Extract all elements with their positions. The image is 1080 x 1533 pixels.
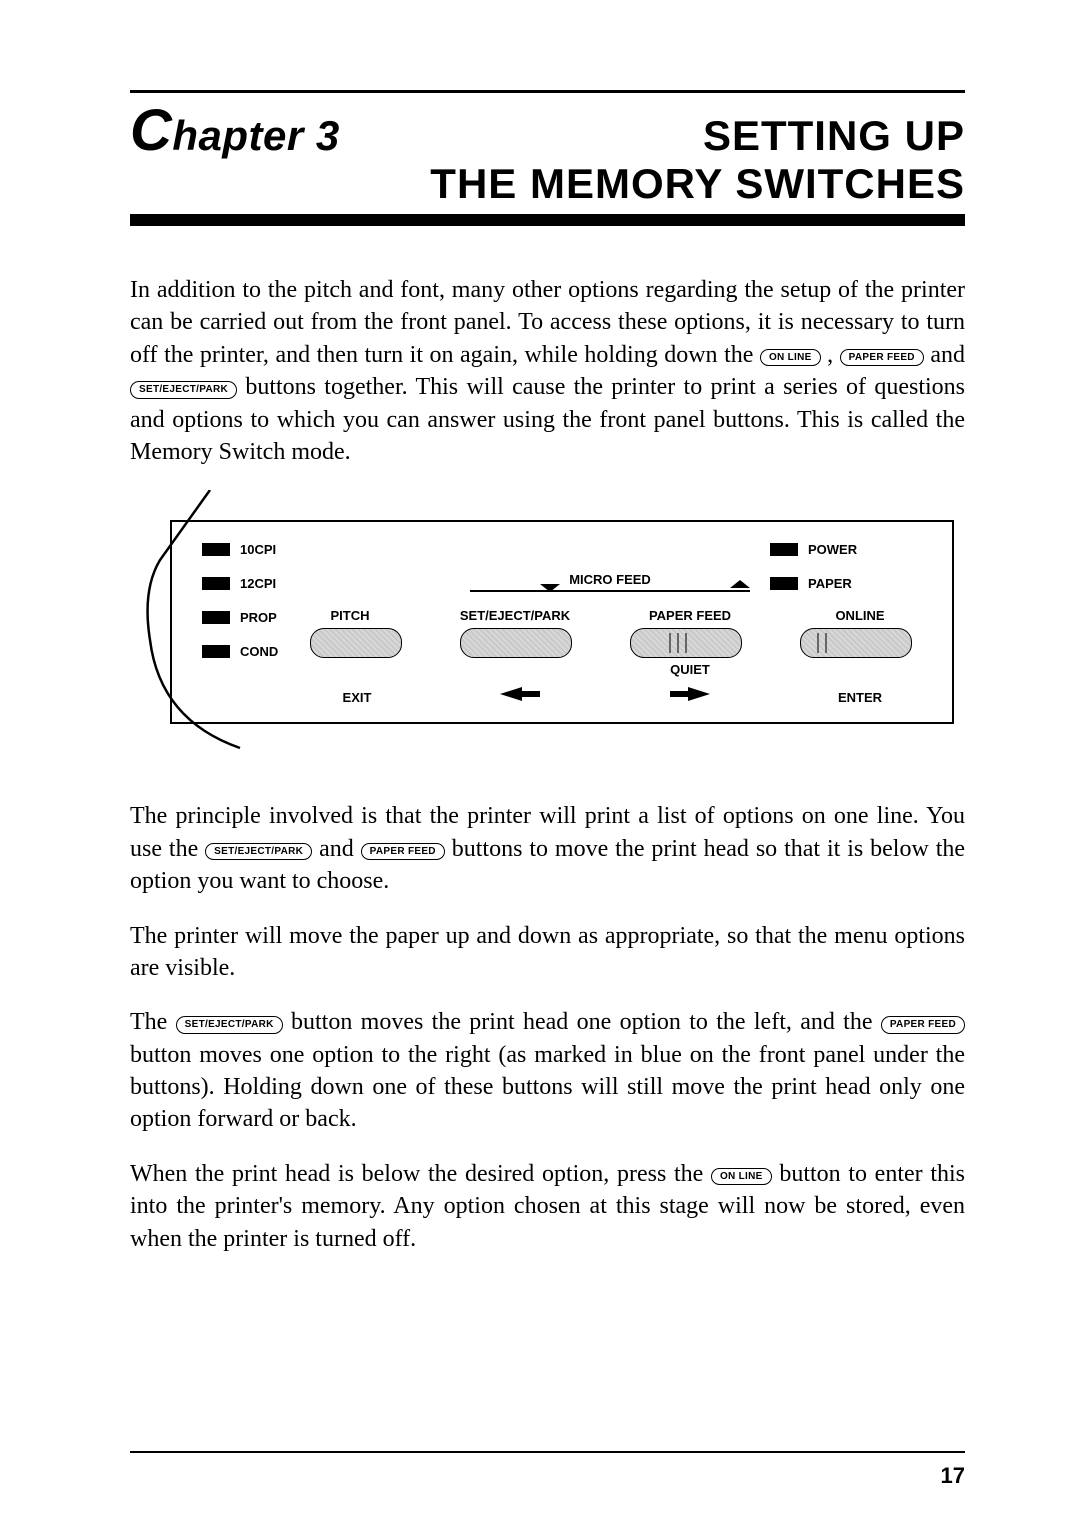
led-icon xyxy=(770,577,798,590)
microfeed-arrow-up xyxy=(730,580,750,588)
panel-button-pitch xyxy=(310,628,402,658)
led-paper: PAPER xyxy=(770,576,852,591)
para4-seg-a: The xyxy=(130,1009,176,1035)
para1-seg-d: buttons together. This will cause the pr… xyxy=(130,374,965,465)
paragraph-1: In addition to the pitch and font, many … xyxy=(130,274,965,468)
page-number: 17 xyxy=(941,1463,965,1489)
title-line2: THE MEMORY SWITCHES xyxy=(130,160,965,208)
panel-button-online xyxy=(800,628,912,658)
label-quiet: QUIET xyxy=(660,662,720,677)
paragraph-5: When the print head is below the desired… xyxy=(130,1158,965,1255)
paragraph-3: The printer will move the paper up and d… xyxy=(130,920,965,985)
label-microfeed: MICRO FEED xyxy=(560,572,660,587)
front-panel-diagram: 10CPI 12CPI PROP COND POWER PAPER MICRO … xyxy=(130,490,960,760)
panel-button-seteject xyxy=(460,628,572,658)
button-label-seteject: SET/EJECT/PARK xyxy=(130,381,237,399)
button-label-online: ON LINE xyxy=(711,1168,772,1186)
button-label-paperfeed: PAPER FEED xyxy=(361,843,445,861)
chapter-big-initial: C xyxy=(130,98,172,163)
label-exit: EXIT xyxy=(332,690,382,705)
button-label-seteject: SET/EJECT/PARK xyxy=(205,843,312,861)
led-label-12cpi: 12CPI xyxy=(240,576,276,591)
led-icon xyxy=(202,611,230,624)
button-label-paperfeed: PAPER FEED xyxy=(881,1016,965,1034)
label-pitch: PITCH xyxy=(320,608,380,623)
para2-seg-b: and xyxy=(319,836,361,862)
arrow-right-tail xyxy=(670,691,688,697)
button-label-online: ON LINE xyxy=(760,349,821,367)
microfeed-bar xyxy=(470,590,750,592)
body-text-block-1: In addition to the pitch and font, many … xyxy=(130,274,965,468)
label-enter: ENTER xyxy=(830,690,890,705)
label-paperfeed: PAPER FEED xyxy=(630,608,750,623)
led-icon xyxy=(202,543,230,556)
para4-seg-b: button moves the print head one option t… xyxy=(291,1009,881,1035)
chapter-heading-row: Chapter 3 SETTING UP xyxy=(130,97,965,164)
chapter-label-rest: hapter 3 xyxy=(172,112,339,159)
para5-seg-a: When the print head is below the desired… xyxy=(130,1161,711,1187)
led-10cpi: 10CPI xyxy=(202,542,276,557)
arrow-left-tail xyxy=(522,691,540,697)
led-label-prop: PROP xyxy=(240,610,277,625)
footer-rule xyxy=(130,1451,965,1453)
page: Chapter 3 SETTING UP THE MEMORY SWITCHES… xyxy=(0,0,1080,1533)
paragraph-2: The principle involved is that the print… xyxy=(130,800,965,897)
title-line1: SETTING UP xyxy=(703,112,965,160)
led-icon xyxy=(202,577,230,590)
label-seteject: SET/EJECT/PARK xyxy=(440,608,590,623)
header-rule-thick xyxy=(130,214,965,226)
led-12cpi: 12CPI xyxy=(202,576,276,591)
label-online: ONLINE xyxy=(810,608,910,623)
button-label-seteject: SET/EJECT/PARK xyxy=(176,1016,283,1034)
led-icon xyxy=(202,645,230,658)
led-label-cond: COND xyxy=(240,644,278,659)
arrow-left-icon xyxy=(500,687,522,701)
para1-seg-c: and xyxy=(930,342,965,368)
led-label-10cpi: 10CPI xyxy=(240,542,276,557)
led-power: POWER xyxy=(770,542,857,557)
led-prop: PROP xyxy=(202,610,277,625)
led-icon xyxy=(770,543,798,556)
microfeed-arrow-down xyxy=(540,584,560,592)
body-text-block-2: The principle involved is that the print… xyxy=(130,800,965,1255)
chapter-label: Chapter 3 xyxy=(130,97,340,164)
para1-seg-b: , xyxy=(827,342,840,368)
led-label-power: POWER xyxy=(808,542,857,557)
para4-seg-c: button moves one option to the right (as… xyxy=(130,1042,965,1133)
led-cond: COND xyxy=(202,644,278,659)
header-rule-thin xyxy=(130,90,965,93)
panel-button-paperfeed xyxy=(630,628,742,658)
button-label-paperfeed: PAPER FEED xyxy=(840,349,924,367)
led-label-paper: PAPER xyxy=(808,576,852,591)
arrow-right-icon xyxy=(688,687,710,701)
paragraph-4: The SET/EJECT/PARK button moves the prin… xyxy=(130,1006,965,1136)
